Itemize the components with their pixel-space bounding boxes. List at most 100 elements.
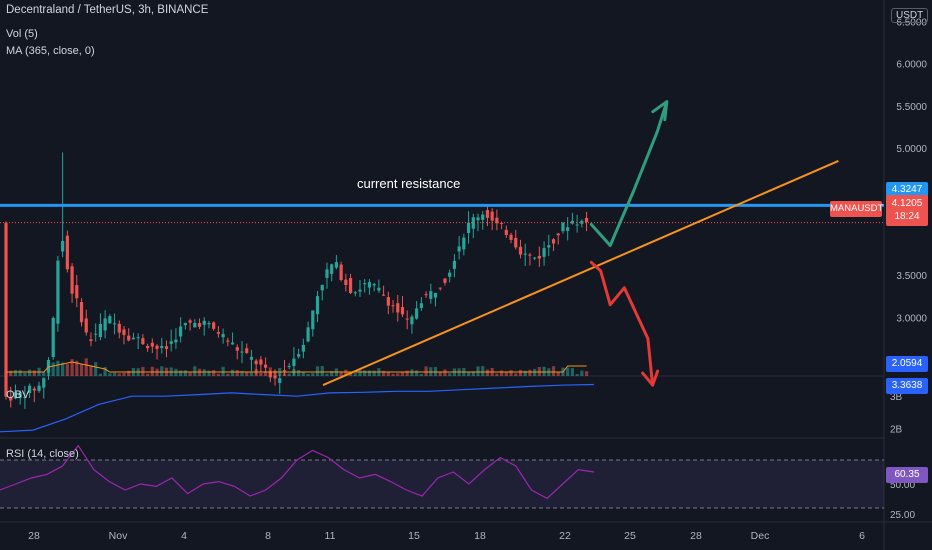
- candle-body: [481, 214, 485, 220]
- volume-bar: [216, 373, 220, 376]
- candle-body: [504, 229, 508, 235]
- volume-bar: [160, 366, 164, 376]
- volume-bar: [358, 369, 362, 376]
- volume-bar: [183, 370, 187, 376]
- volume-bar: [325, 373, 329, 376]
- volume-bar: [443, 369, 447, 376]
- candle-body: [164, 346, 169, 349]
- volume-bar: [75, 360, 79, 376]
- volume-bar: [202, 369, 206, 376]
- candle-body: [287, 366, 291, 368]
- candle-body: [344, 279, 348, 285]
- volume-bar: [28, 369, 32, 376]
- obv-legend[interactable]: OBV: [6, 389, 30, 401]
- candle-body: [89, 339, 93, 342]
- volume-bar: [363, 370, 367, 376]
- volume-bar: [61, 362, 65, 376]
- rsi-value-tag: 60.35: [886, 467, 928, 483]
- candle-body: [127, 335, 131, 341]
- candle-body: [334, 262, 338, 268]
- volume-bar: [391, 373, 395, 376]
- volume-bar: [372, 370, 376, 376]
- candle-body: [141, 338, 145, 345]
- volume-bar: [509, 370, 513, 376]
- bullish-arrow-head: [651, 100, 669, 122]
- candle-body: [348, 278, 353, 294]
- candle-body: [367, 282, 372, 288]
- candle-body: [339, 264, 343, 281]
- candle-body: [183, 323, 187, 326]
- candle-body: [466, 222, 471, 234]
- candle-body: [155, 345, 159, 349]
- candle-body: [28, 385, 32, 394]
- candle-body: [249, 356, 254, 360]
- volume-bar: [556, 371, 560, 376]
- candle-body: [330, 264, 334, 274]
- candle-body: [457, 246, 461, 252]
- candle-body: [103, 318, 107, 331]
- volume-bar: [405, 370, 409, 376]
- volume-bar: [580, 370, 584, 376]
- candle-body: [438, 287, 442, 289]
- volume-bar: [240, 370, 244, 376]
- candle-body: [70, 266, 74, 294]
- candle-body: [471, 217, 475, 229]
- candle-body: [84, 318, 88, 333]
- volume-bar: [13, 370, 18, 376]
- rsi-line: [0, 444, 595, 500]
- volume-bar: [235, 370, 239, 376]
- candle-body: [4, 222, 8, 397]
- volume-bar: [348, 372, 353, 376]
- candle-body: [462, 237, 466, 250]
- volume-bar: [42, 372, 46, 376]
- volume-bar: [344, 369, 348, 376]
- candle-body: [386, 297, 390, 306]
- volume-bar: [528, 369, 532, 376]
- time-tick-label: 28: [28, 530, 40, 542]
- volume-ma-tag: 2.0594: [886, 356, 928, 372]
- candle-body: [56, 260, 60, 324]
- rsi-legend[interactable]: RSI (14, close): [6, 448, 79, 460]
- volume-bar: [150, 366, 154, 376]
- volume-legend[interactable]: Vol (5): [6, 28, 38, 40]
- volume-bar: [221, 366, 225, 376]
- volume-bar: [518, 369, 523, 376]
- candle-body: [523, 253, 527, 255]
- bullish-scenario-arrow: [589, 100, 669, 247]
- candle-body: [537, 255, 541, 259]
- volume-bar: [259, 372, 263, 376]
- candle-body: [500, 222, 504, 224]
- candle-body: [372, 284, 376, 286]
- volume-bar: [188, 372, 192, 376]
- candle-body: [230, 342, 235, 345]
- candle-body: [377, 287, 381, 291]
- volume-bar: [438, 371, 442, 376]
- candle-body: [51, 317, 55, 358]
- volume-bar: [179, 370, 183, 376]
- volume-bar: [273, 370, 277, 376]
- ma-legend[interactable]: MA (365, close, 0): [6, 45, 95, 57]
- volume-bar: [32, 370, 36, 376]
- volume-bar: [386, 371, 390, 376]
- candle-body: [391, 305, 395, 307]
- time-tick-label: 15: [408, 530, 420, 542]
- price-tick-label: 5.0000: [896, 144, 927, 155]
- rsi-tick-label: 25.00: [890, 510, 915, 521]
- candle-body: [556, 233, 560, 236]
- time-tick-label: 6: [859, 530, 865, 542]
- symbol-legend[interactable]: Decentraland / TetherUS, 3h, BINANCE: [6, 4, 209, 16]
- candle-body: [584, 217, 589, 223]
- candle-body: [235, 347, 239, 351]
- currency-badge[interactable]: USDT: [891, 8, 929, 23]
- candle-body: [292, 358, 296, 366]
- candle-body: [146, 345, 150, 349]
- volume-bar: [570, 368, 574, 376]
- volume-bar: [320, 366, 324, 376]
- volume-bar: [382, 370, 386, 376]
- volume-bar: [542, 366, 546, 376]
- volume-bar: [226, 373, 230, 376]
- candle-body: [297, 354, 301, 357]
- candle-body: [131, 337, 136, 340]
- last-price-tag: 4.1205 18:24: [886, 195, 928, 226]
